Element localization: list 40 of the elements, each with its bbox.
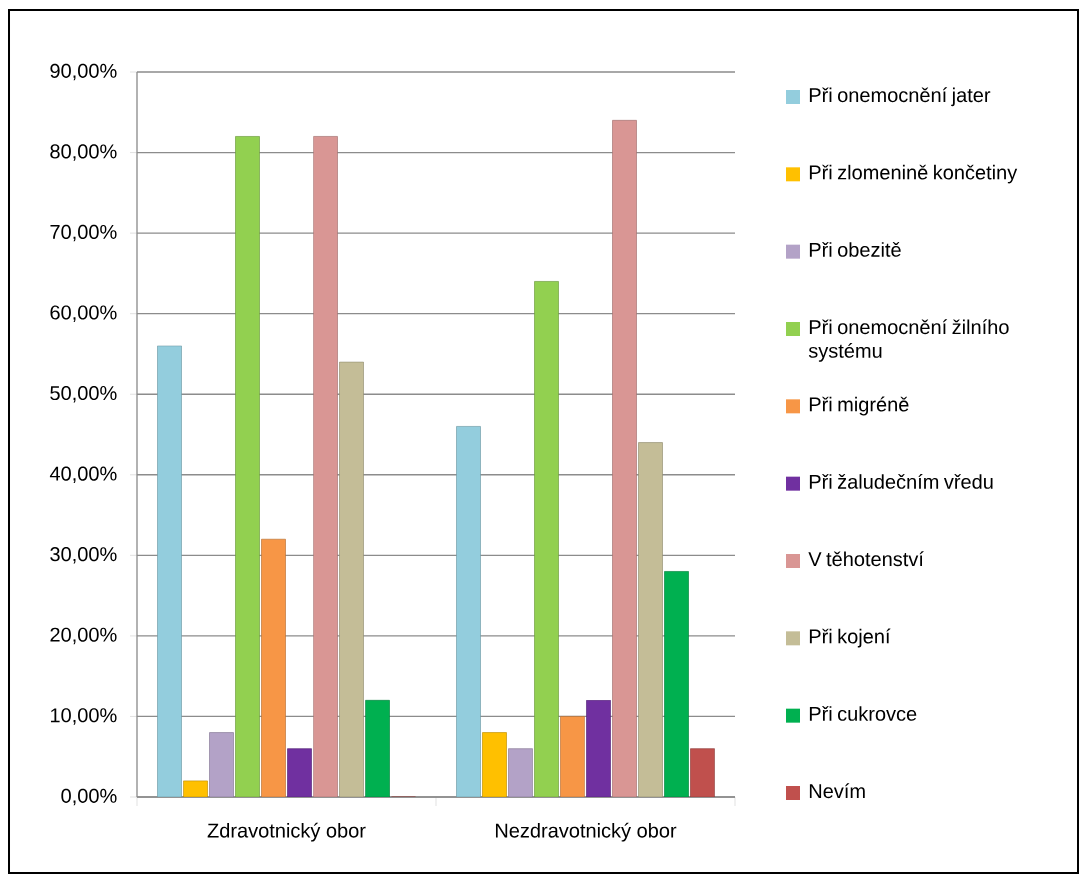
legend-label: Při onemocnění jater (809, 87, 991, 107)
legend-label: Nevím (809, 783, 865, 799)
legend-label: Při žaludečním vředu (809, 473, 993, 489)
bar (235, 136, 260, 797)
bar (560, 716, 585, 797)
legend-label: Při obezitě (809, 242, 901, 257)
y-tick-label: 90,00% (50, 63, 117, 81)
y-tick-label: 10,00% (50, 708, 117, 725)
bar (365, 700, 390, 797)
bar (339, 361, 364, 797)
bar (209, 732, 234, 797)
y-tick-label: 60,00% (50, 305, 117, 322)
legend-label: Při migréně (809, 396, 909, 416)
legend-label: V těhotenství (808, 551, 924, 567)
y-tick-label: 30,00% (50, 547, 117, 564)
y-tick-label: 50,00% (50, 385, 117, 403)
bar (287, 748, 312, 797)
bar (664, 571, 689, 797)
bar (157, 345, 182, 797)
bar (482, 732, 507, 797)
bar (508, 748, 533, 797)
y-tick-label: 0,00% (61, 788, 117, 806)
legend-label: Při cukrovce (809, 706, 917, 721)
y-tick-label: 80,00% (50, 144, 117, 161)
bar (690, 748, 715, 797)
bar (612, 120, 637, 797)
y-tick-label: 70,00% (50, 224, 117, 242)
bar (456, 426, 481, 797)
legend-label: Při kojení (809, 628, 891, 648)
bar (534, 281, 559, 797)
x-tick-label: Nezdravotnický obor (495, 822, 677, 842)
legend-label: Při onemocnění žilního systému (808, 319, 1009, 362)
bar (261, 538, 286, 797)
x-tick-label: Zdravotnický obor (207, 822, 366, 842)
bar (638, 442, 663, 797)
legend-label: Při zlomenině končetiny (809, 164, 1018, 184)
bar (586, 700, 611, 797)
bar (313, 136, 338, 797)
y-tick-label: 40,00% (49, 466, 117, 484)
y-tick-label: 20,00% (50, 627, 117, 645)
